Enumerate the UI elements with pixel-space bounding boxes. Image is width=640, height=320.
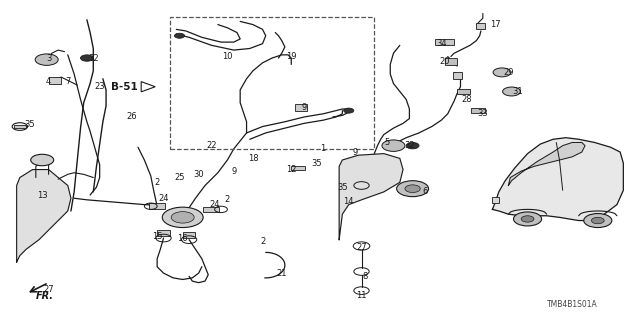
Bar bbox=[149, 203, 165, 209]
Bar bbox=[204, 206, 220, 212]
Text: 13: 13 bbox=[37, 190, 47, 200]
Bar bbox=[471, 108, 485, 113]
Text: 9: 9 bbox=[231, 167, 236, 176]
Text: 15: 15 bbox=[152, 232, 163, 241]
Text: B-51: B-51 bbox=[111, 82, 138, 92]
Circle shape bbox=[406, 142, 419, 149]
Bar bbox=[182, 232, 195, 238]
Text: 26: 26 bbox=[126, 113, 137, 122]
Polygon shape bbox=[17, 170, 71, 262]
Text: 32: 32 bbox=[88, 53, 99, 62]
Text: 32: 32 bbox=[404, 141, 415, 150]
Bar bbox=[492, 197, 499, 203]
Text: TMB4B1S01A: TMB4B1S01A bbox=[547, 300, 598, 308]
Text: 23: 23 bbox=[94, 82, 105, 91]
Text: 28: 28 bbox=[461, 95, 472, 104]
Polygon shape bbox=[339, 154, 403, 240]
Text: 25: 25 bbox=[174, 173, 185, 182]
Text: 29: 29 bbox=[503, 68, 514, 77]
Circle shape bbox=[591, 217, 604, 224]
Text: 12: 12 bbox=[286, 165, 296, 174]
Polygon shape bbox=[508, 142, 585, 186]
Text: 35: 35 bbox=[337, 183, 348, 192]
Text: 9: 9 bbox=[301, 103, 307, 112]
Circle shape bbox=[35, 54, 58, 65]
Text: 21: 21 bbox=[276, 268, 287, 278]
Text: 19: 19 bbox=[286, 52, 296, 61]
Circle shape bbox=[31, 154, 54, 166]
Text: 1: 1 bbox=[321, 144, 326, 153]
Text: 3: 3 bbox=[46, 53, 51, 62]
Bar bbox=[458, 89, 470, 94]
Text: 24: 24 bbox=[158, 194, 169, 203]
Text: 2: 2 bbox=[225, 195, 230, 204]
Polygon shape bbox=[492, 138, 623, 220]
Text: 8: 8 bbox=[362, 272, 367, 281]
Bar bbox=[49, 77, 61, 84]
Text: 30: 30 bbox=[193, 170, 204, 179]
Bar bbox=[170, 17, 374, 149]
Circle shape bbox=[81, 55, 93, 61]
Bar bbox=[157, 230, 170, 236]
Text: 24: 24 bbox=[209, 200, 220, 209]
Circle shape bbox=[493, 68, 511, 77]
Text: 27: 27 bbox=[44, 284, 54, 293]
Text: FR.: FR. bbox=[36, 291, 54, 300]
Text: 16: 16 bbox=[177, 234, 188, 243]
Text: 4: 4 bbox=[46, 77, 51, 86]
Circle shape bbox=[397, 181, 429, 197]
Text: 31: 31 bbox=[513, 87, 524, 96]
Text: 10: 10 bbox=[222, 52, 233, 61]
Text: 35: 35 bbox=[24, 120, 35, 130]
Circle shape bbox=[521, 216, 534, 222]
Text: 2: 2 bbox=[260, 237, 265, 246]
Circle shape bbox=[382, 140, 405, 151]
Circle shape bbox=[174, 33, 184, 38]
Circle shape bbox=[405, 185, 420, 193]
Bar bbox=[445, 58, 457, 65]
Text: 18: 18 bbox=[248, 154, 259, 163]
Text: 35: 35 bbox=[312, 159, 322, 168]
Circle shape bbox=[502, 87, 520, 96]
Text: 27: 27 bbox=[356, 243, 367, 252]
Bar bbox=[453, 72, 462, 79]
Text: 33: 33 bbox=[477, 109, 488, 118]
Bar bbox=[14, 124, 26, 128]
Text: 14: 14 bbox=[344, 197, 354, 206]
Text: 7: 7 bbox=[65, 77, 70, 86]
Bar bbox=[291, 165, 305, 170]
Circle shape bbox=[172, 212, 194, 223]
Bar bbox=[476, 23, 485, 29]
Circle shape bbox=[344, 108, 354, 113]
Text: 2: 2 bbox=[154, 178, 160, 187]
Bar bbox=[295, 104, 307, 111]
Text: 22: 22 bbox=[206, 141, 217, 150]
FancyArrow shape bbox=[141, 82, 156, 92]
Text: 20: 20 bbox=[439, 57, 450, 66]
Text: 11: 11 bbox=[356, 291, 367, 300]
Circle shape bbox=[163, 207, 203, 228]
Circle shape bbox=[513, 212, 541, 226]
Text: 17: 17 bbox=[490, 20, 501, 29]
Circle shape bbox=[584, 213, 612, 228]
Text: 9: 9 bbox=[353, 148, 358, 156]
Text: 34: 34 bbox=[436, 39, 447, 48]
Bar bbox=[435, 39, 454, 45]
Text: 5: 5 bbox=[385, 138, 390, 147]
Text: 6: 6 bbox=[422, 188, 428, 196]
